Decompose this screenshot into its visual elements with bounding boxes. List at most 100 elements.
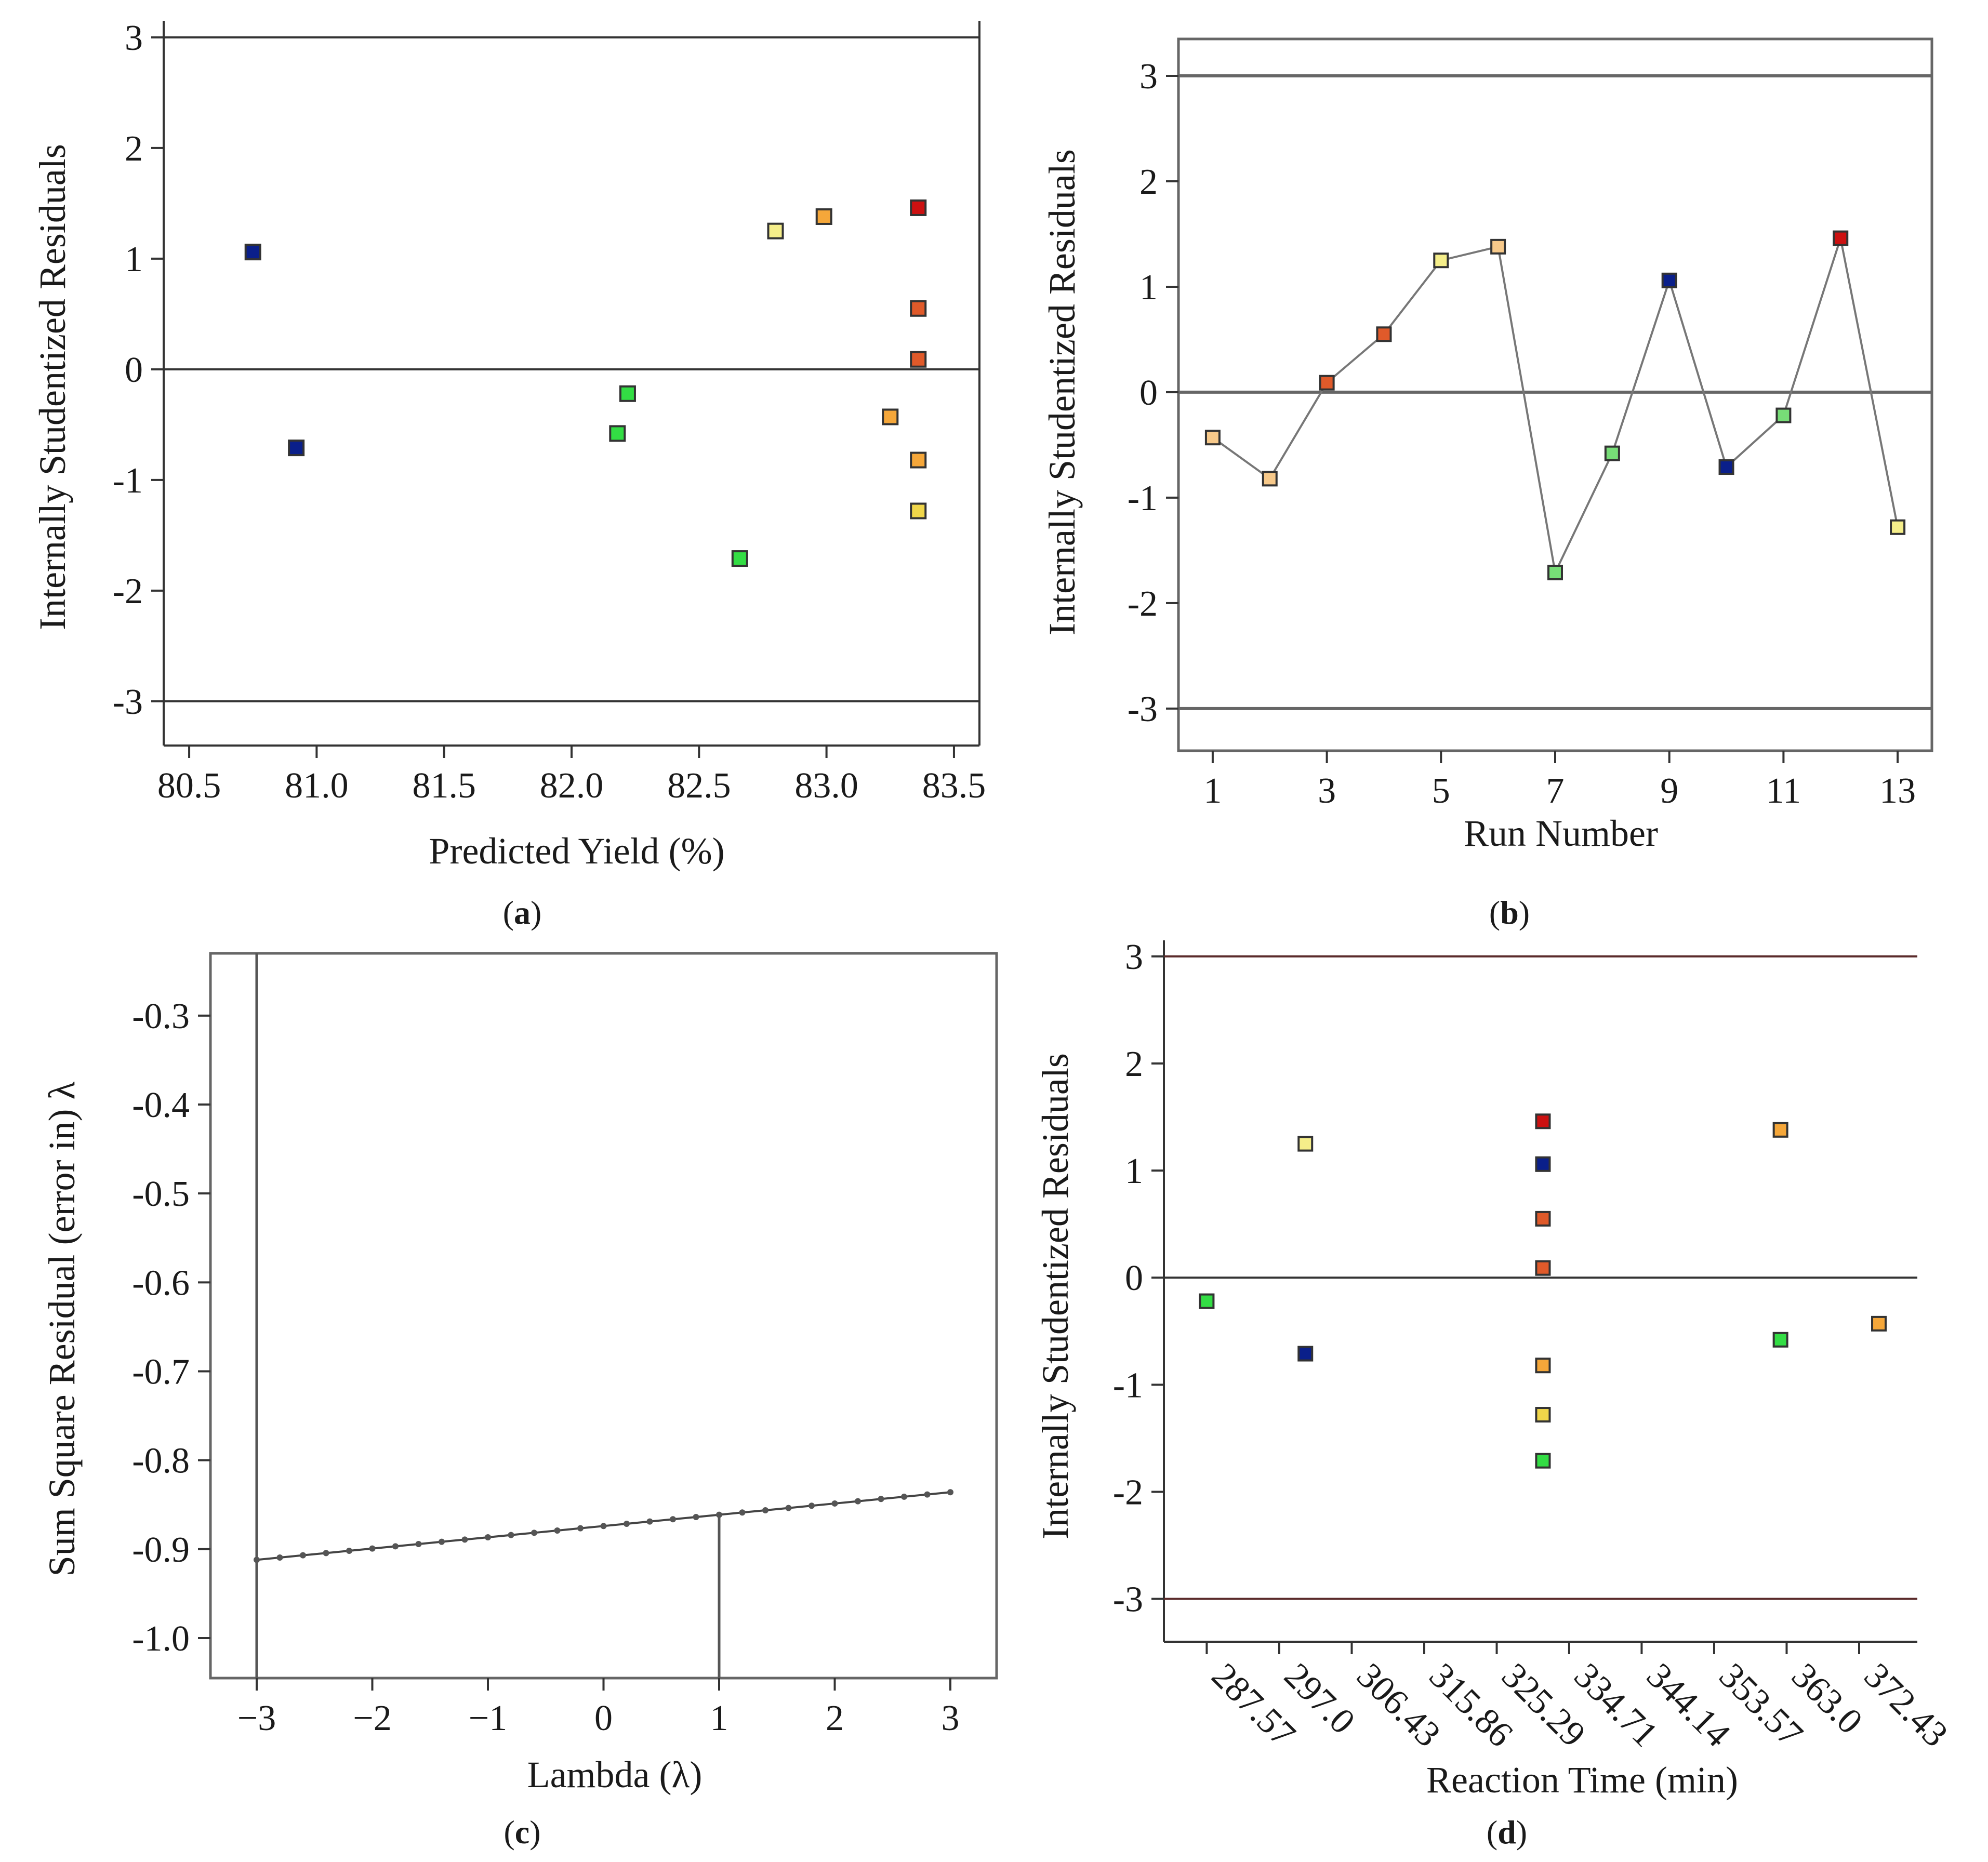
- y-tick-label: -1.0: [132, 1619, 190, 1659]
- x-tick-label: 306.43: [1349, 1656, 1448, 1755]
- panel-c-caption-letter: c: [515, 1814, 529, 1851]
- y-tick-label: 0: [1125, 1258, 1143, 1298]
- data-point: [1490, 238, 1506, 255]
- data-point: [1319, 375, 1335, 391]
- data-point: [1535, 1211, 1551, 1227]
- lambda-point: [947, 1489, 953, 1496]
- lambda-point: [785, 1505, 792, 1511]
- y-tick-label: 2: [125, 129, 143, 169]
- x-tick-label: 7: [1546, 771, 1565, 811]
- panel-b-caption: (b): [1489, 894, 1530, 931]
- lambda-point: [600, 1523, 607, 1530]
- data-point: [1772, 1332, 1788, 1348]
- y-tick-label: -1: [1113, 1365, 1143, 1405]
- y-tick-label: -0.5: [132, 1174, 190, 1214]
- data-point: [731, 550, 748, 567]
- lambda-point: [693, 1513, 699, 1520]
- x-tick-label: 0: [594, 1698, 613, 1738]
- x-tick-label: 344.14: [1639, 1656, 1738, 1755]
- data-point: [1604, 445, 1620, 461]
- data-point: [882, 408, 899, 425]
- panel-a-caption: (a): [503, 894, 542, 931]
- panel-c: -0.3 -0.4 -0.5 -0.6 -0.7 -0.8 -0.9 -1.0 −3 −2 −1 0 1…: [41, 952, 998, 1851]
- lambda-point: [924, 1491, 931, 1498]
- panel-c-xlabel: Lambda (λ): [527, 1754, 703, 1796]
- data-point: [1262, 471, 1278, 487]
- y-tick-label: 0: [125, 350, 143, 390]
- lambda-point: [577, 1525, 584, 1532]
- y-tick-label: -1: [113, 461, 143, 501]
- lambda-point: [485, 1534, 491, 1540]
- y-tick-label: 2: [1139, 162, 1158, 202]
- lambda-point: [392, 1543, 399, 1550]
- y-tick-label: 3: [1139, 57, 1158, 97]
- lambda-point: [508, 1532, 514, 1538]
- x-tick-label: −3: [237, 1698, 276, 1738]
- data-point: [910, 351, 927, 368]
- x-tick-label: −1: [469, 1698, 507, 1738]
- lambda-point: [554, 1527, 561, 1534]
- data-point: [1833, 230, 1849, 246]
- panel-a-plot: 3 2 1 0 -1 -2 -3 80.5 81.0 81.5 82.0 82.5 83.0 83.5: [113, 18, 986, 806]
- panel-b-frame: [1177, 37, 1933, 752]
- y-tick-label: -0.6: [132, 1263, 190, 1303]
- y-tick-label: -3: [113, 682, 143, 722]
- data-point: [1718, 459, 1734, 475]
- x-tick-label: 5: [1432, 771, 1450, 811]
- y-tick-label: -3: [1128, 689, 1158, 729]
- x-tick-label: 82.0: [540, 766, 604, 806]
- data-point: [910, 451, 927, 469]
- lambda-point: [762, 1507, 768, 1513]
- x-tick-label: 80.5: [157, 766, 221, 806]
- lambda-point: [855, 1498, 861, 1505]
- lambda-point: [901, 1493, 907, 1500]
- lambda-point: [323, 1550, 329, 1557]
- panel-a-caption-letter: a: [514, 894, 531, 931]
- panel-c-caption: (c): [503, 1814, 540, 1851]
- y-tick-label: -0.9: [132, 1530, 190, 1570]
- panel-b-caption-letter: b: [1500, 894, 1519, 931]
- y-tick-label: 3: [125, 18, 143, 58]
- panel-a-ylabel: Internally Studentized Residuals: [32, 144, 73, 630]
- data-point: [1297, 1136, 1314, 1152]
- lambda-point: [739, 1509, 746, 1516]
- data-point: [1376, 326, 1392, 342]
- x-tick-label: 82.5: [667, 766, 731, 806]
- x-tick-label: 334.71: [1567, 1656, 1666, 1755]
- lambda-point: [878, 1496, 884, 1502]
- y-tick-label: 1: [125, 240, 143, 280]
- x-tick-label: 353.57: [1712, 1656, 1811, 1755]
- data-point: [1775, 407, 1792, 423]
- data-point: [815, 208, 832, 225]
- y-tick-label: -3: [1113, 1580, 1143, 1620]
- x-tick-label: 315.86: [1422, 1656, 1521, 1755]
- data-point: [1547, 564, 1563, 580]
- data-point: [910, 300, 927, 317]
- x-tick-label: 287.57: [1204, 1656, 1303, 1755]
- data-point: [910, 502, 927, 520]
- x-tick-label: 11: [1766, 771, 1801, 811]
- data-point: [609, 425, 626, 442]
- x-tick-label: 13: [1879, 771, 1916, 811]
- data-point: [1535, 1260, 1551, 1276]
- data-point: [767, 222, 784, 240]
- panel-a-xlabel: Predicted Yield (%): [429, 830, 724, 872]
- lambda-point: [300, 1552, 306, 1559]
- data-point: [1535, 1156, 1551, 1172]
- data-point: [1535, 1407, 1551, 1423]
- x-tick-label: 3: [942, 1698, 960, 1738]
- x-tick-label: 81.0: [285, 766, 349, 806]
- residual-series-line: [1212, 234, 1899, 576]
- x-tick-label: 325.29: [1494, 1656, 1593, 1755]
- lambda-point: [716, 1511, 722, 1518]
- panel-d: 3210-1-2-3287.57297.0306.43315.86325.293…: [1035, 937, 1955, 1851]
- panel-c-ylabel: Sum Square Residual (error in) λ: [41, 1082, 83, 1577]
- x-tick-label: 9: [1660, 771, 1678, 811]
- data-point: [1204, 430, 1221, 446]
- y-tick-label: -0.4: [132, 1085, 190, 1125]
- x-tick-label: −2: [353, 1698, 391, 1738]
- panel-b-xlabel: Run Number: [1464, 813, 1658, 854]
- data-point: [1890, 519, 1906, 535]
- lambda-point: [461, 1536, 468, 1543]
